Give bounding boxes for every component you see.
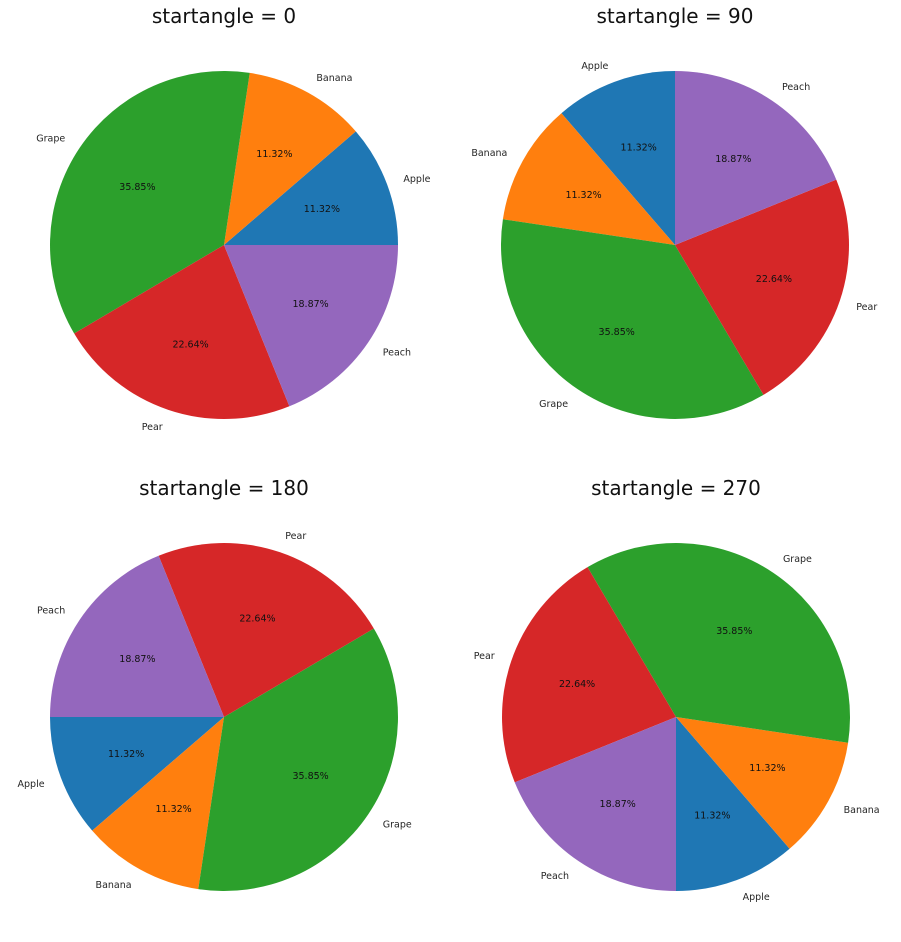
pie-slice-peach (675, 71, 837, 245)
pie-slice-grape (501, 219, 764, 419)
percent-label: 18.87% (600, 799, 636, 810)
category-label: Pear (285, 531, 306, 542)
category-label: Grape (383, 819, 412, 830)
category-label: Grape (36, 134, 65, 145)
pie-chart-startangle-180: startangle = 180 Apple 11.32% Banana 11.32%… (18, 476, 412, 891)
category-label: Peach (37, 606, 65, 617)
pie-slice-banana (676, 717, 849, 849)
pie-slice-grape (587, 543, 850, 743)
pie-slice-pear (675, 179, 849, 395)
chart-title: startangle = 180 (139, 476, 309, 500)
pie-slice-banana (92, 717, 224, 890)
chart-title: startangle = 270 (591, 476, 761, 500)
category-label: Pear (474, 651, 495, 662)
percent-label: 22.64% (559, 679, 595, 690)
chart-title: startangle = 0 (152, 4, 296, 28)
pie-slice-banana (224, 72, 356, 245)
pie-slice-grape (198, 628, 398, 891)
pie-slice-pear (502, 567, 676, 783)
percent-label: 11.32% (155, 804, 191, 815)
percent-label: 35.85% (119, 182, 155, 193)
pie-slice-apple (50, 717, 224, 831)
category-label: Grape (783, 554, 812, 565)
pie-slice-peach (50, 555, 224, 717)
percent-label: 11.32% (565, 190, 601, 201)
percent-label: 35.85% (716, 626, 752, 637)
category-label: Peach (383, 347, 411, 358)
percent-label: 22.64% (756, 274, 792, 285)
percent-label: 11.32% (256, 149, 292, 160)
category-label: Pear (142, 422, 163, 433)
category-label: Banana (471, 148, 507, 159)
percent-label: 35.85% (599, 327, 635, 338)
category-label: Banana (844, 805, 880, 816)
percent-label: 11.32% (694, 810, 730, 821)
category-label: Apple (581, 61, 608, 72)
pie-slice-apple (676, 717, 790, 891)
pie-slice-banana (502, 113, 675, 245)
percent-label: 11.32% (304, 204, 340, 215)
category-label: Apple (18, 779, 45, 790)
pie-chart-startangle-90: startangle = 90 Apple 11.32% Banana 11.32% G… (471, 4, 877, 419)
category-label: Apple (403, 174, 430, 185)
percent-label: 18.87% (119, 654, 155, 665)
percent-label: 35.85% (292, 771, 328, 782)
category-label: Peach (541, 871, 569, 882)
category-label: Peach (782, 82, 810, 93)
percent-label: 11.32% (621, 143, 657, 154)
percent-label: 11.32% (108, 749, 144, 760)
pie-chart-startangle-270: startangle = 270 Apple 11.32% Banana 11.32%… (474, 476, 880, 903)
category-label: Banana (316, 73, 352, 84)
pie-slice-peach (224, 245, 398, 407)
percent-label: 18.87% (292, 299, 328, 310)
category-label: Banana (96, 880, 132, 891)
percent-label: 11.32% (749, 763, 785, 774)
category-label: Grape (539, 399, 568, 410)
percent-label: 22.64% (239, 614, 275, 625)
percent-label: 18.87% (715, 154, 751, 165)
category-label: Apple (743, 892, 770, 903)
pie-slice-pear (158, 543, 374, 717)
pie-slice-apple (561, 71, 675, 245)
pie-chart-startangle-0: startangle = 0 Apple 11.32% Banana 11.32% Gr… (36, 4, 430, 433)
pie-slice-grape (50, 71, 250, 334)
percent-label: 22.64% (172, 339, 208, 350)
category-label: Pear (856, 302, 877, 313)
pie-slice-peach (514, 717, 676, 891)
pie-slice-apple (224, 131, 398, 245)
chart-title: startangle = 90 (597, 4, 754, 28)
pie-slice-pear (74, 245, 290, 419)
